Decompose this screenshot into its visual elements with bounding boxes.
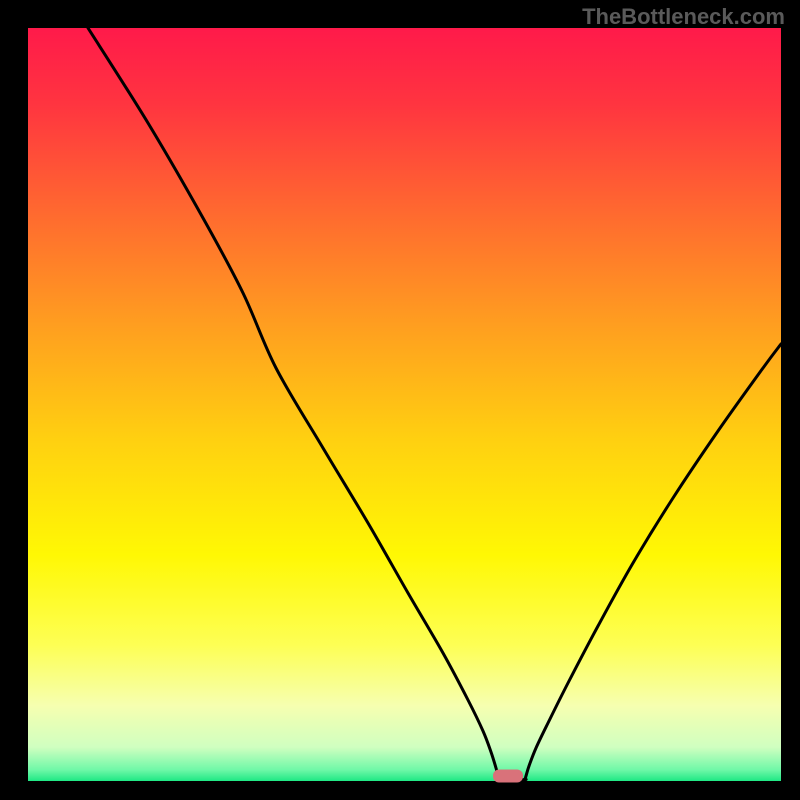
bottleneck-curve bbox=[28, 28, 781, 781]
attribution-text: TheBottleneck.com bbox=[582, 4, 785, 30]
plot-area bbox=[28, 28, 781, 781]
optimal-point-marker bbox=[493, 770, 523, 783]
chart-container: TheBottleneck.com bbox=[0, 0, 800, 800]
